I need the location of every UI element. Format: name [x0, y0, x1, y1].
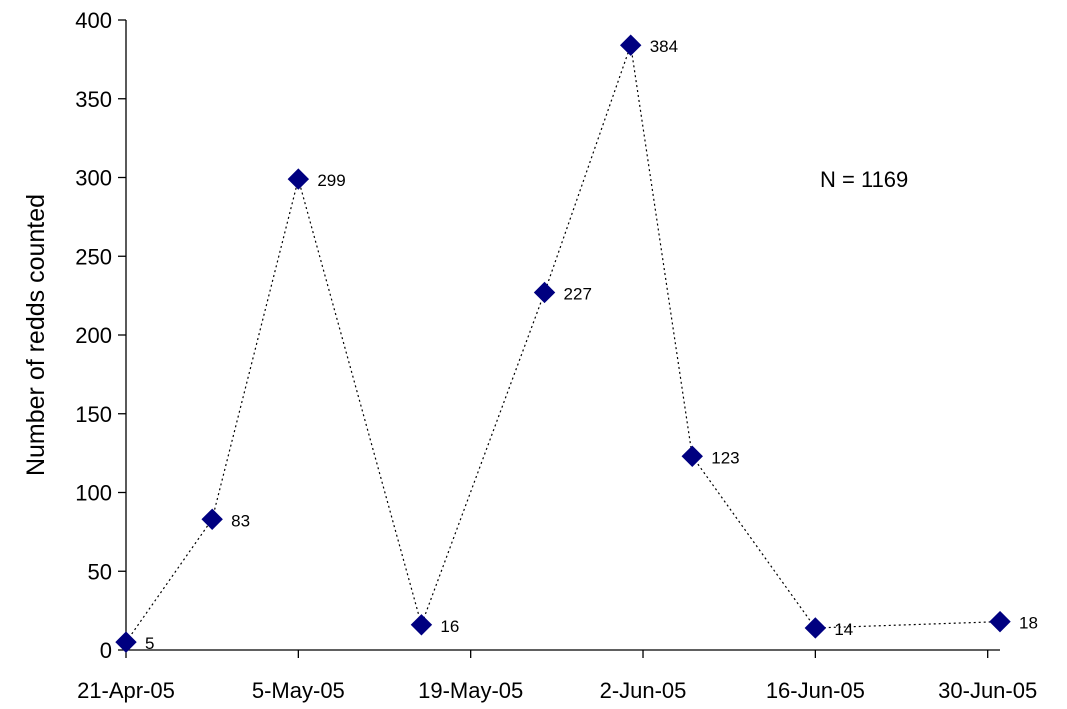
y-tick-label: 250: [75, 244, 112, 269]
data-point-marker: [619, 34, 642, 56]
data-point-label: 83: [231, 511, 250, 530]
data-point-marker: [804, 617, 827, 639]
y-tick-label: 0: [100, 638, 112, 663]
data-point-label: 5: [145, 634, 154, 653]
data-point-label: 384: [650, 37, 678, 56]
data-point-marker: [115, 631, 137, 653]
y-tick-label: 150: [75, 402, 112, 427]
y-tick-label: 50: [88, 559, 112, 584]
data-point-label: 227: [564, 284, 592, 303]
data-point-label: 299: [317, 171, 345, 190]
n-annotation: N = 1169: [820, 167, 908, 192]
x-tick-label: 16-Jun-05: [766, 678, 865, 703]
y-tick-label: 350: [75, 87, 112, 112]
data-point-label: 14: [834, 620, 853, 639]
data-point-marker: [533, 281, 556, 304]
data-point-marker: [989, 610, 1011, 633]
series-line: [125, 45, 1001, 643]
y-tick-label: 300: [75, 166, 112, 191]
series-group: 5 83 299 16 227 384 123 14 18: [115, 34, 1038, 653]
y-tick-label: 200: [75, 323, 112, 348]
data-point-marker: [287, 168, 310, 190]
x-axis-ticks: 21-Apr-05 5-May-05 19-May-05 2-Jun-05 16-Jun…: [77, 650, 1037, 703]
data-point-marker: [410, 614, 433, 636]
y-axis-ticks: 0 50 100 150 200 250 300 350 400: [75, 8, 126, 663]
data-point-marker: [201, 508, 223, 530]
data-point-marker: [681, 445, 703, 467]
y-tick-label: 100: [75, 481, 112, 506]
data-point-label: 123: [711, 448, 739, 467]
data-point-label: 18: [1019, 614, 1038, 633]
x-tick-label: 21-Apr-05: [77, 678, 175, 703]
y-tick-label: 400: [75, 8, 112, 33]
x-tick-label: 30-Jun-05: [938, 678, 1037, 703]
y-axis-title: Number of redds counted: [22, 194, 50, 476]
data-point-label: 16: [440, 617, 459, 636]
x-tick-label: 2-Jun-05: [600, 678, 687, 703]
x-tick-label: 5-May-05: [252, 678, 345, 703]
x-tick-label: 19-May-05: [418, 678, 523, 703]
